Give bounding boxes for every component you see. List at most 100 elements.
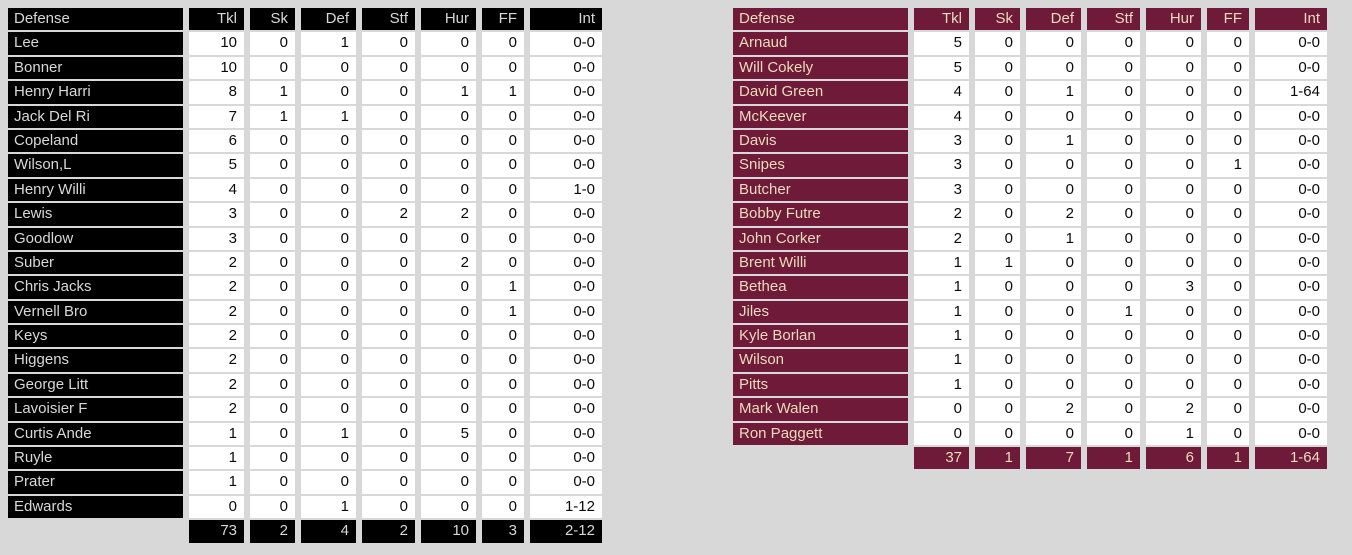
- stat-cell: 4: [914, 81, 969, 104]
- stat-cell: 0: [1207, 325, 1249, 348]
- stat-cell: 1: [189, 447, 244, 470]
- stat-cell: 2: [1146, 398, 1201, 421]
- stat-cell: 0: [1087, 398, 1140, 421]
- player-name-cell: Henry Willi: [8, 178, 183, 202]
- stat-cell: 0: [1026, 56, 1081, 80]
- player-name-cell: Brent Willi: [733, 251, 908, 275]
- player-name-cell: Wilson,L: [8, 154, 183, 177]
- stat-cell: 0-0: [530, 373, 602, 397]
- stat-cell: 0: [1087, 129, 1140, 153]
- stat-cell: 0: [362, 251, 415, 275]
- tkl-column-header: Tkl: [189, 8, 244, 31]
- stat-cell: 0: [1207, 81, 1249, 104]
- stat-cell: 0: [1087, 56, 1140, 80]
- stat-cell: 0-0: [1255, 373, 1327, 397]
- stat-cell: 0: [1087, 373, 1140, 397]
- stat-cell: 2: [189, 276, 244, 299]
- stat-cell: 0: [975, 349, 1020, 372]
- stat-cell: 0: [421, 178, 476, 202]
- stat-cell: 0: [1207, 251, 1249, 275]
- total-cell: 1: [1207, 447, 1249, 470]
- stat-cell: 0: [250, 56, 295, 80]
- total-cell: 2: [362, 520, 415, 543]
- stat-cell: 0: [362, 81, 415, 104]
- stat-cell: 0: [975, 203, 1020, 226]
- stat-cell: 0: [1207, 178, 1249, 202]
- stat-cell: 0: [1146, 81, 1201, 104]
- stat-cell: 0: [362, 398, 415, 421]
- stat-cell: 0: [975, 56, 1020, 80]
- player-name-cell: Ron Paggett: [733, 422, 908, 446]
- stat-cell: 1: [914, 276, 969, 299]
- stat-cell: 0: [362, 471, 415, 494]
- stat-cell: 0: [421, 398, 476, 421]
- stat-cell: 1: [301, 495, 356, 519]
- stat-cell: 1: [250, 81, 295, 104]
- stat-cell: 0-0: [1255, 227, 1327, 250]
- stat-cell: 0: [189, 495, 244, 519]
- stat-cell: 0: [1026, 276, 1081, 299]
- stat-cell: 0-0: [530, 349, 602, 372]
- player-name-cell: Higgens: [8, 349, 183, 372]
- stf-column-header: Stf: [362, 8, 415, 31]
- player-name-cell: Edwards: [8, 495, 183, 519]
- player-name-cell: Goodlow: [8, 227, 183, 250]
- stat-cell: 0: [1087, 349, 1140, 372]
- stat-cell: 2: [421, 251, 476, 275]
- stat-cell: 0: [421, 447, 476, 470]
- player-name-cell: Butcher: [733, 178, 908, 202]
- stat-cell: 0: [362, 349, 415, 372]
- stat-cell: 1: [301, 32, 356, 55]
- stat-cell: 0: [1146, 227, 1201, 250]
- stat-cell: 0: [1026, 373, 1081, 397]
- stat-cell: 0: [482, 325, 524, 348]
- stat-cell: 0: [250, 325, 295, 348]
- total-cell: 2-12: [530, 520, 602, 543]
- stat-cell: 0-0: [530, 447, 602, 470]
- stat-cell: 0: [421, 495, 476, 519]
- stat-cell: 0: [301, 129, 356, 153]
- stat-cell: 0: [1146, 373, 1201, 397]
- stat-cell: 0-0: [530, 325, 602, 348]
- total-cell: 7: [1026, 447, 1081, 470]
- player-name-cell: Bobby Futre: [733, 203, 908, 226]
- stat-cell: 0-0: [530, 129, 602, 153]
- stat-cell: 0: [250, 129, 295, 153]
- stat-cell: 0-0: [530, 471, 602, 494]
- stat-cell: 0: [975, 276, 1020, 299]
- stat-cell: 0: [250, 447, 295, 470]
- player-name-cell: Will Cokely: [733, 56, 908, 80]
- stat-cell: 0: [1146, 300, 1201, 324]
- total-cell: 73: [189, 520, 244, 543]
- total-cell: 2: [250, 520, 295, 543]
- stat-cell: 1: [914, 349, 969, 372]
- stat-cell: 0: [1087, 81, 1140, 104]
- stat-cell: 0: [301, 227, 356, 250]
- stat-cell: 1-64: [1255, 81, 1327, 104]
- stat-cell: 0-0: [530, 32, 602, 55]
- defense-table-maroon-team: Defense Tkl Sk Def Stf Hur FF Int Arnaud 5 0 0 0 0 0 0-…: [733, 8, 1327, 470]
- stat-cell: 2: [421, 203, 476, 226]
- stat-cell: 0-0: [1255, 203, 1327, 226]
- stat-cell: 0-0: [1255, 398, 1327, 421]
- stat-cell: 0: [362, 129, 415, 153]
- stat-cell: 0: [362, 105, 415, 128]
- stat-cell: 0: [362, 276, 415, 299]
- stat-cell: 0-0: [1255, 129, 1327, 153]
- total-row-spacer: [8, 520, 183, 542]
- stat-cell: 0: [1087, 422, 1140, 446]
- stat-cell: 0: [482, 398, 524, 421]
- stat-cell: 0: [482, 154, 524, 177]
- player-name-cell: Curtis Ande: [8, 422, 183, 446]
- defense-column-header: Defense: [8, 8, 183, 31]
- stat-cell: 0: [914, 398, 969, 421]
- def-column-header: Def: [1026, 8, 1081, 31]
- player-name-cell: Henry Harri: [8, 81, 183, 104]
- stat-cell: 1-0: [530, 178, 602, 202]
- player-name-cell: Lee: [8, 32, 183, 55]
- stat-cell: 5: [189, 154, 244, 177]
- stat-cell: 0: [301, 447, 356, 470]
- stat-cell: 0: [301, 471, 356, 494]
- stat-cell: 1: [914, 251, 969, 275]
- player-name-cell: Jiles: [733, 300, 908, 324]
